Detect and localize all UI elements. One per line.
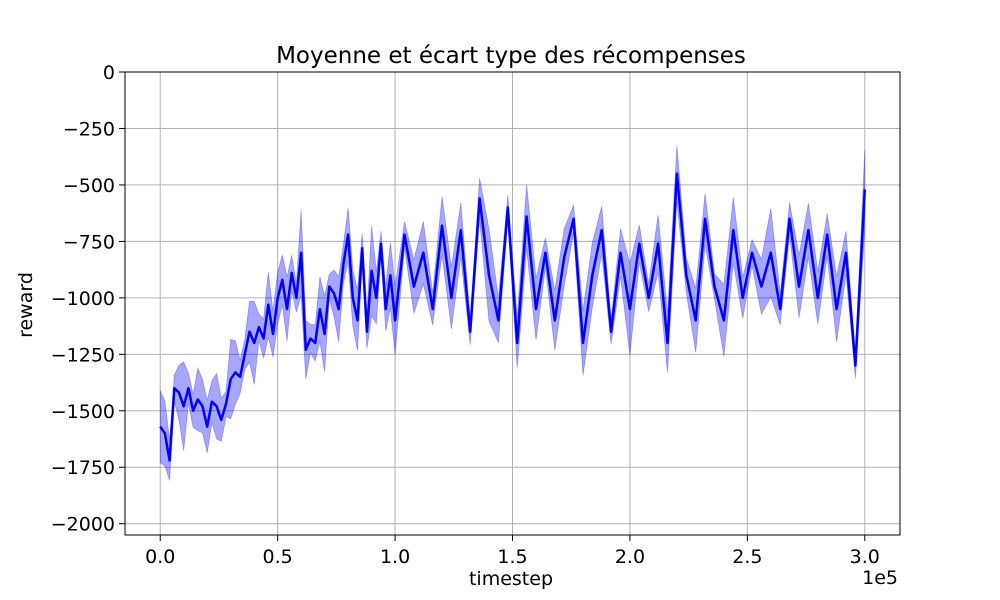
x-axis-title: timestep [469,568,553,590]
x-tick-label: 2.5 [732,546,762,568]
y-tick-label: −1500 [51,401,115,423]
y-tick-label: −1000 [51,288,115,310]
y-tick-label: −500 [63,175,115,197]
y-axis-title: reward [15,272,37,338]
y-tick-label: −1750 [51,457,115,479]
y-tick-label: 0 [103,62,115,84]
y-tick-label: −250 [63,118,115,140]
x-tick-label: 2.0 [615,546,645,568]
axis-ticks: 0.0 0.5 1.0 1.5 2.0 2.5 3.0 0 −250 −500 −750 −1000 −… [51,62,880,568]
x-offset-label: 1e5 [862,567,898,589]
chart-title: Moyenne et écart type des récompenses [276,43,746,69]
y-tick-label: −2000 [51,514,115,536]
x-tick-label: 1.5 [497,546,527,568]
y-tick-label: −750 [63,231,115,253]
x-tick-label: 0.0 [145,546,175,568]
x-tick-label: 0.5 [263,546,293,568]
y-tick-label: −1250 [51,344,115,366]
grid-lines [125,71,900,535]
mean-reward-line [159,172,867,462]
x-tick-label: 1.0 [380,546,410,568]
x-tick-label: 3.0 [850,546,880,568]
